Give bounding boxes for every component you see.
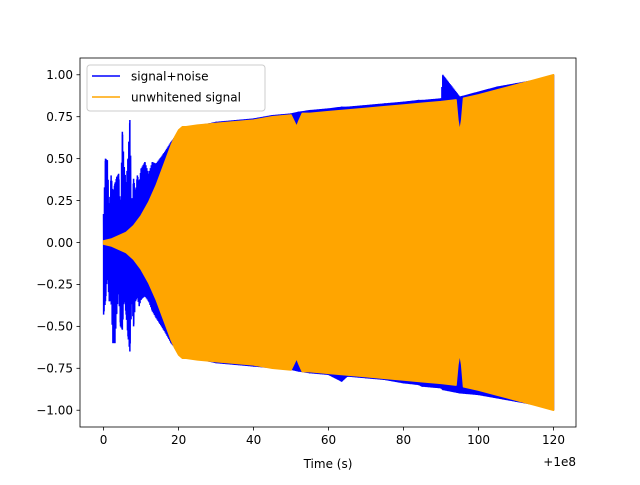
y-tick-label: −0.50 — [36, 320, 73, 334]
y-tick-label: 0.00 — [46, 236, 73, 250]
y-tick-label: 0.25 — [46, 194, 73, 208]
legend: signal+noise unwhitened signal — [86, 64, 266, 112]
x-tick-label: 60 — [321, 433, 336, 447]
y-tick-label: −0.25 — [36, 278, 73, 292]
legend-label-unwhitened-signal: unwhitened signal — [131, 91, 241, 105]
y-tick-label: 0.75 — [46, 110, 73, 124]
series-layer — [102, 74, 555, 411]
x-tick-label: 80 — [396, 433, 411, 447]
x-tick-label: 20 — [171, 433, 186, 447]
legend-label-signal-noise: signal+noise — [131, 70, 208, 84]
x-tick-label: 100 — [467, 433, 490, 447]
x-tick-label: 0 — [100, 433, 108, 447]
plot-area — [102, 74, 555, 411]
y-tick-label: −1.00 — [36, 404, 73, 418]
x-axis-offset-text: +1e8 — [543, 455, 576, 469]
x-tick-label: 40 — [246, 433, 261, 447]
y-tick-label: −0.75 — [36, 362, 73, 376]
x-axis-label: Time (s) — [303, 457, 353, 471]
legend-box — [86, 64, 266, 112]
x-tick-label: 120 — [542, 433, 565, 447]
ticks-layer: 0 20 40 60 80 100 120 −1.00 −0.75 −0.50 −0.25 0.00 0… — [36, 68, 565, 447]
y-tick-label: 0.50 — [46, 152, 73, 166]
y-tick-label: 1.00 — [46, 68, 73, 82]
series-unwhitened-signal-area — [102, 74, 555, 411]
